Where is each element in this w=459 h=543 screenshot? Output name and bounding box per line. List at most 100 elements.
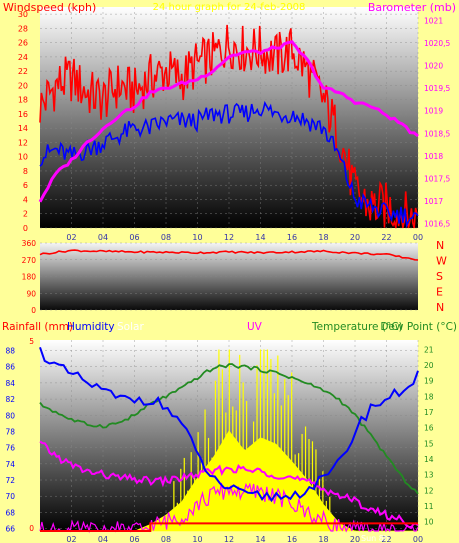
humidity-y-tick-label: 74 [5, 460, 15, 469]
wind-x-tick-label: 16 [287, 233, 297, 242]
legend-humidity: Humidity [67, 321, 115, 333]
compass-label: S [436, 270, 443, 283]
wind-x-tick-label: 18 [318, 233, 328, 242]
humidity-y-tick-label: 68 [5, 508, 15, 517]
temp-x-tick-label: 10 [192, 535, 202, 543]
wind-y-tick-label: 0 [23, 224, 28, 233]
humidity-y-tick-label: 88 [5, 347, 15, 356]
temperature-series [39, 363, 419, 495]
barometer-series [38, 40, 419, 203]
temp-x-tick-label: 14 [255, 535, 265, 543]
wind-average-series [39, 100, 419, 229]
temp-x-tick-label: 02 [66, 535, 76, 543]
legend-temperature: Temperature (°C) [311, 321, 403, 333]
temperature-y-tick-label: 10 [424, 518, 434, 527]
barometer-y-ticks: 1016,5 1017 1017,5 1018 1018,5 1019 1019,5 1020… [424, 17, 450, 229]
temp-x-tick-label: 04 [98, 535, 108, 543]
barometer-axis-title: Barometer (mb) [368, 1, 456, 14]
humidity-y-tick-label: 84 [5, 379, 15, 388]
wind-y-tick-label: 18 [18, 96, 28, 105]
legend-rainfall: Rainfall (mm) [2, 321, 73, 333]
wind-y-tick-label: 22 [18, 67, 28, 76]
barometer-y-tick-label: 1018 [424, 152, 443, 161]
wind-x-tick-label: 12 [224, 233, 234, 242]
temperature-y-tick-label: 21 [424, 345, 434, 354]
temp-x-ticks: 02 04 06 08 10 12 14 16 18 20 22 00 [66, 535, 423, 543]
direction-y-tick-label: 90 [26, 289, 36, 298]
compass-label: W [436, 255, 447, 268]
direction-y-tick-label: 270 [22, 256, 37, 265]
barometer-y-tick-label: 1019 [424, 107, 443, 116]
temp-x-tick-label: 12 [224, 535, 234, 543]
wind-axis-title: Windspeed (kph) [3, 1, 96, 14]
humidity-series [39, 346, 419, 503]
temperature-y-tick-label: 20 [424, 361, 434, 370]
temp-x-tick-label: 22 [381, 535, 391, 543]
wind-y-tick-label: 12 [18, 138, 28, 147]
barometer-y-tick-label: 1021 [424, 17, 443, 26]
wind-gust-series [39, 24, 418, 229]
temperature-y-tick-label: 12 [424, 486, 434, 495]
solar-spikes [173, 349, 331, 531]
direction-y-ticks: 0 90 180 270 360 [22, 239, 37, 315]
humidity-y-tick-label: 76 [5, 444, 15, 453]
wind-x-tick-label: 02 [66, 233, 76, 242]
wind-y-tick-label: 24 [18, 53, 28, 62]
wind-direction-series [39, 249, 419, 261]
wind-x-tick-label: 10 [192, 233, 202, 242]
barometer-y-tick-label: 1016,5 [424, 219, 450, 228]
dewpoint-series [39, 440, 419, 530]
humidity-y-tick-label: 66 [5, 525, 15, 534]
humidity-y-tick-label: 82 [5, 395, 15, 404]
barometer-y-tick-label: 1018,5 [424, 129, 450, 138]
barometer-y-tick-label: 1017,5 [424, 174, 450, 183]
direction-y-tick-label: 0 [31, 306, 36, 315]
wind-y-tick-label: 10 [18, 153, 28, 162]
temperature-humidity-panel: Rainfall (mm) Humidity Solar UV Temperat… [2, 321, 457, 543]
temperature-y-tick-label: 17 [424, 408, 434, 417]
temperature-y-tick-label: 19 [424, 377, 434, 386]
temperature-y-tick-label: 11 [424, 502, 434, 511]
humidity-y-tick-label: 70 [5, 492, 15, 501]
humidity-y-tick-label: 80 [5, 411, 15, 420]
direction-y-tick-label: 360 [22, 239, 37, 248]
chart-title: 24 hour graph for 24-feb-2008 [153, 2, 306, 13]
wind-y-tick-label: 8 [23, 167, 28, 176]
uv-series [39, 482, 419, 534]
wind-y-tick-label: 14 [18, 124, 28, 133]
temp-x-tick-label: 20 [350, 535, 360, 543]
compass-label: E [436, 286, 443, 299]
wind-x-tick-label: 20 [350, 233, 360, 242]
wind-x-tick-label: 04 [98, 233, 108, 242]
legend-uv: UV [247, 321, 263, 333]
rain-y-tick-label: 5 [29, 337, 34, 346]
rain-y-tick-label: 0 [29, 524, 34, 533]
temp-x-tick-label: 08 [161, 535, 171, 543]
barometer-y-tick-label: 1017 [424, 197, 443, 206]
barometer-y-tick-label: 1020,5 [424, 39, 450, 48]
compass-label: N [436, 239, 444, 252]
wind-x-tick-label: 00 [413, 233, 423, 242]
temp-x-tick-label: 06 [129, 535, 139, 543]
wind-y-tick-label: 4 [23, 195, 28, 204]
temperature-y-tick-label: 13 [424, 471, 434, 480]
rain-y-ticks: 05 [29, 337, 34, 533]
temperature-y-ticks: 10 11 12 13 14 15 16 17 18 19 20 21 [424, 345, 434, 526]
humidity-y-tick-label: 86 [5, 363, 15, 372]
direction-grid [40, 242, 418, 311]
sunshine-hours-label: Sun 8h [361, 534, 389, 543]
humidity-y-tick-label: 78 [5, 427, 15, 436]
temp-x-tick-label: 16 [287, 535, 297, 543]
barometer-y-tick-label: 1020 [424, 62, 443, 71]
wind-x-tick-label: 08 [161, 233, 171, 242]
legend-dewpoint: Dew Point (°C) [380, 321, 457, 333]
wind-x-tick-label: 14 [255, 233, 265, 242]
compass-label: N [436, 301, 444, 314]
temp-x-tick-label: 18 [318, 535, 328, 543]
wind-y-tick-label: 30 [18, 10, 28, 19]
wind-x-tick-label: 22 [381, 233, 391, 242]
